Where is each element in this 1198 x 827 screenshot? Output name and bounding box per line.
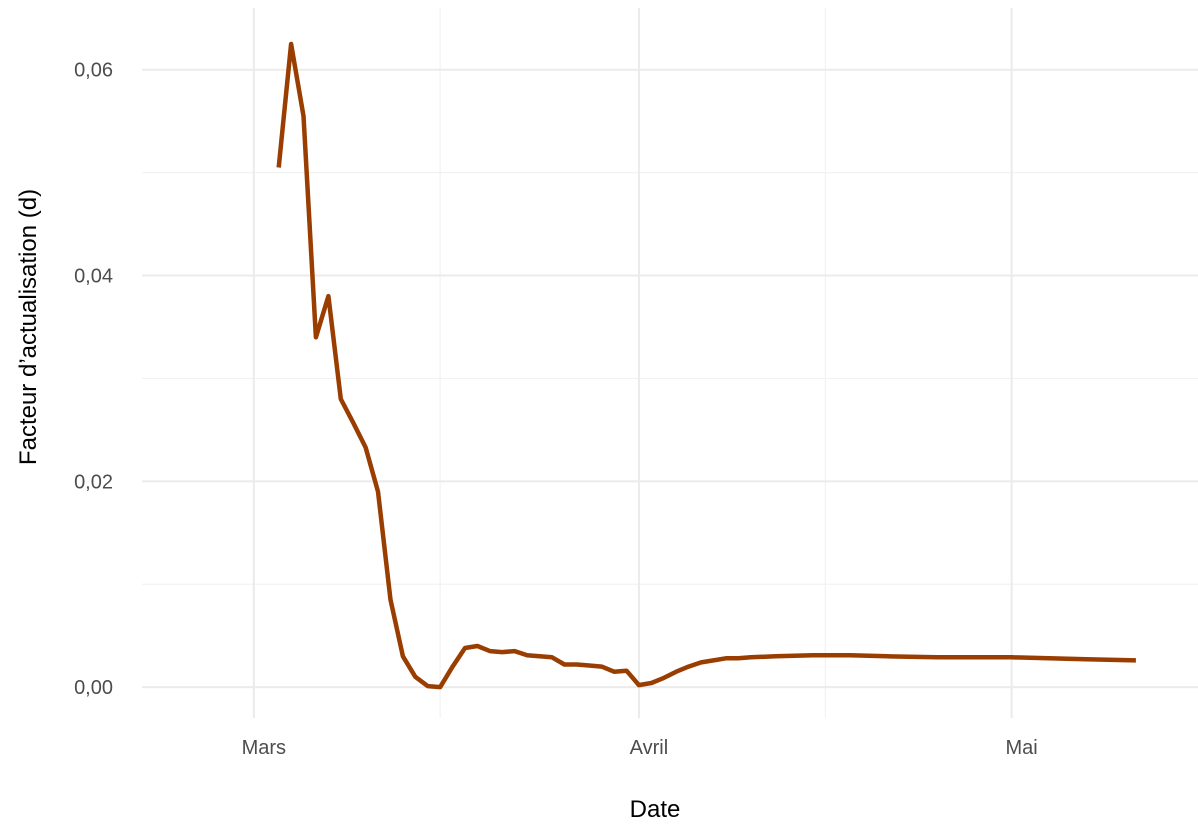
y-tick-label-3: 0,06 (74, 60, 113, 82)
x-tick-label-0: Mars (242, 737, 286, 759)
x-tick-labels: Mars Avril Mai (242, 737, 1038, 759)
y-tick-label-1: 0,02 (74, 471, 113, 493)
y-axis-title: Facteur d’actualisation (d) (15, 189, 42, 465)
series-group (276, 41, 1136, 690)
y-tick-label-2: 0,04 (74, 266, 113, 288)
y-tick-labels: 0,00 0,02 0,04 0,06 (74, 60, 113, 699)
x-axis-title: Date (630, 796, 681, 823)
y-tick-label-0: 0,00 (74, 677, 113, 699)
grid-lines (142, 8, 1198, 718)
series-line-0 (276, 41, 1136, 690)
x-tick-label-1: Avril (630, 737, 669, 759)
x-tick-label-2: Mai (1006, 737, 1038, 759)
